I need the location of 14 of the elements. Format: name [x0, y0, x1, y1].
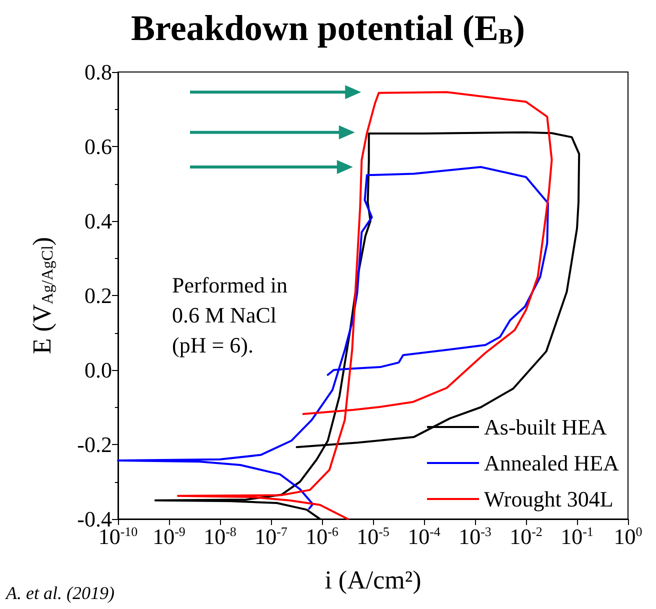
- y-tick-label: 0.4: [84, 208, 112, 234]
- text: A. et al. (2019): [5, 583, 114, 603]
- legend-label: As-built HEA: [484, 414, 607, 440]
- legend-label: Wrought 304L: [484, 486, 614, 512]
- y-tick-label: -0.2: [77, 432, 112, 457]
- annotation: Performed in 0.6 M NaCl (pH = 6).: [172, 272, 288, 358]
- x-axis-title: i (A/cm²): [324, 566, 422, 594]
- y-tick-label: 0.0: [84, 358, 112, 382]
- y-axis-title: E (VAg/AgCl): [28, 236, 56, 354]
- legend-label: Annealed HEA: [484, 450, 620, 476]
- y-tick-label: 0.6: [84, 134, 112, 159]
- y-tick-label: 0.2: [84, 283, 112, 308]
- chart-title: Breakdown potential (EB): [130, 8, 526, 48]
- y-tick-label: 0.8: [84, 60, 112, 84]
